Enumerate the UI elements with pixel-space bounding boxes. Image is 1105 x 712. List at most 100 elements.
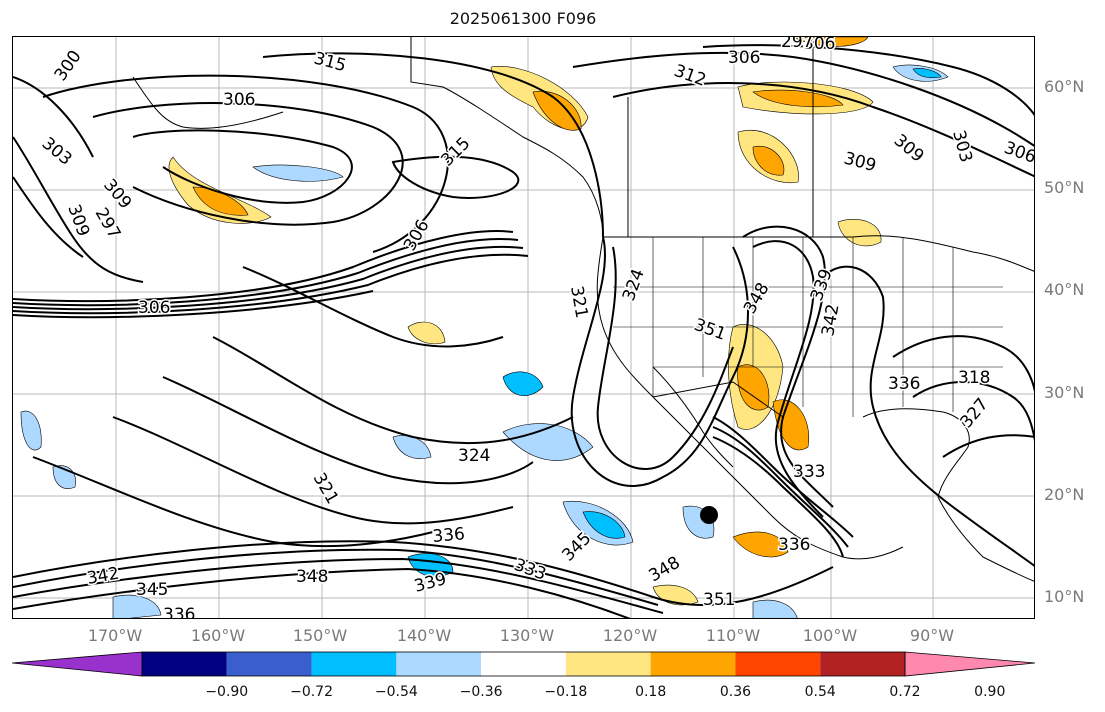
colorbar-tick-label: −0.18 [544, 684, 588, 700]
coastline [937, 496, 1034, 582]
contour-line [13, 548, 659, 606]
contour-label: 342 [85, 564, 120, 589]
contour-line [13, 567, 631, 618]
contour-line [712, 436, 844, 558]
contour-label: 345 [136, 580, 168, 600]
colorbar-extend-high [904, 651, 1035, 677]
orange-region [532, 90, 582, 131]
colorbar-segment [396, 652, 482, 676]
contour-line [13, 290, 374, 319]
contour-label: 351 [703, 590, 735, 610]
contour-label: 336 [432, 524, 466, 547]
lon-label: 110°W [705, 626, 761, 645]
contour-line [712, 426, 849, 548]
lat-label: 10°N [1044, 587, 1085, 606]
blue-region [20, 410, 42, 451]
shaded-regions [20, 37, 949, 618]
contour-label: 303 [948, 128, 976, 165]
colorbar-segment [311, 652, 397, 676]
height-contours [13, 44, 1034, 618]
lon-label: 160°W [190, 626, 246, 645]
lon-label: 120°W [602, 626, 658, 645]
lat-label: 60°N [1044, 77, 1085, 96]
colorbar-extend-low [12, 651, 143, 677]
lon-label: 170°W [87, 626, 143, 645]
blue-region [912, 68, 942, 79]
contour-label: 339 [412, 569, 449, 597]
contour-line [822, 265, 1034, 567]
coastline [410, 37, 904, 560]
contour-line [13, 238, 519, 307]
lon-label: 90°W [909, 626, 955, 645]
contour-label: 297 [781, 37, 813, 52]
blue-region [252, 164, 344, 182]
colorbar-tick-label: 0.54 [804, 684, 836, 700]
contour-line [942, 434, 1034, 458]
contour-line [242, 266, 504, 348]
colorbar-tick-label: 0.72 [889, 684, 921, 700]
contour-label: 309 [842, 149, 879, 177]
contour-label: 342 [818, 302, 843, 337]
contour-line [32, 456, 434, 548]
lon-label: 130°W [499, 626, 555, 645]
contour-label: 300 [51, 47, 86, 85]
colorbar-tick-label: −0.36 [459, 684, 503, 700]
contour-line [572, 51, 1034, 147]
lat-label: 40°N [1044, 280, 1085, 299]
map-panel[interactable]: 315 306 297 312 306 300 306 303 309 309 297 315 309 3… [12, 36, 1035, 619]
contour-label: 348 [296, 567, 328, 587]
contour-label: 309 [63, 202, 93, 239]
orange-region [168, 156, 272, 224]
contour-label: 348 [646, 553, 684, 587]
contour-line [13, 136, 144, 283]
contour-line [13, 76, 94, 158]
colorbar-tick-label: −0.90 [205, 684, 249, 700]
contour-label: 309 [890, 131, 928, 167]
map-title: 2025061300 F096 [449, 9, 597, 28]
colorbar-segment [820, 652, 905, 676]
contour-label: 336 [163, 605, 195, 619]
state-borders [613, 237, 1003, 417]
contour-line [13, 230, 514, 303]
contour-label: 306 [138, 298, 170, 318]
contour-label: 306 [223, 90, 255, 110]
contour-line [712, 416, 854, 538]
contour-label: 324 [619, 266, 649, 303]
contour-line [112, 416, 514, 525]
contour-line [262, 52, 604, 238]
colorbar-segment [226, 652, 312, 676]
contour-line [13, 557, 664, 614]
orange-region [752, 89, 844, 108]
colorbar-tick-label: 0.18 [635, 684, 667, 700]
contour-line [742, 225, 834, 508]
contour-line [612, 82, 1034, 178]
border [652, 381, 784, 418]
contour-line [570, 236, 749, 487]
blue-region [502, 371, 544, 396]
lon-label: 100°W [802, 626, 858, 645]
contour-label: 333 [511, 555, 548, 585]
orange-region [837, 219, 882, 247]
lat-label: 50°N [1044, 178, 1085, 197]
coastlines [132, 37, 1034, 582]
orange-region [772, 399, 810, 451]
colorbar-segment [650, 652, 736, 676]
contour-line [702, 44, 1034, 116]
contour-line [13, 176, 84, 258]
contour-line [596, 246, 734, 470]
contour-line [912, 381, 1034, 442]
blue-region [112, 594, 162, 618]
lon-label: 140°W [396, 626, 452, 645]
contour-label: 333 [793, 462, 825, 482]
contour-line [391, 155, 520, 199]
contour-line [92, 102, 404, 226]
colorbar-segment [565, 652, 651, 676]
contour-label: 336 [778, 535, 810, 555]
contour-label: 321 [566, 284, 591, 319]
contour-label: 306 [728, 48, 760, 68]
coastline [652, 366, 734, 468]
contour-label: 351 [691, 315, 728, 345]
contour-label: 321 [309, 470, 343, 508]
